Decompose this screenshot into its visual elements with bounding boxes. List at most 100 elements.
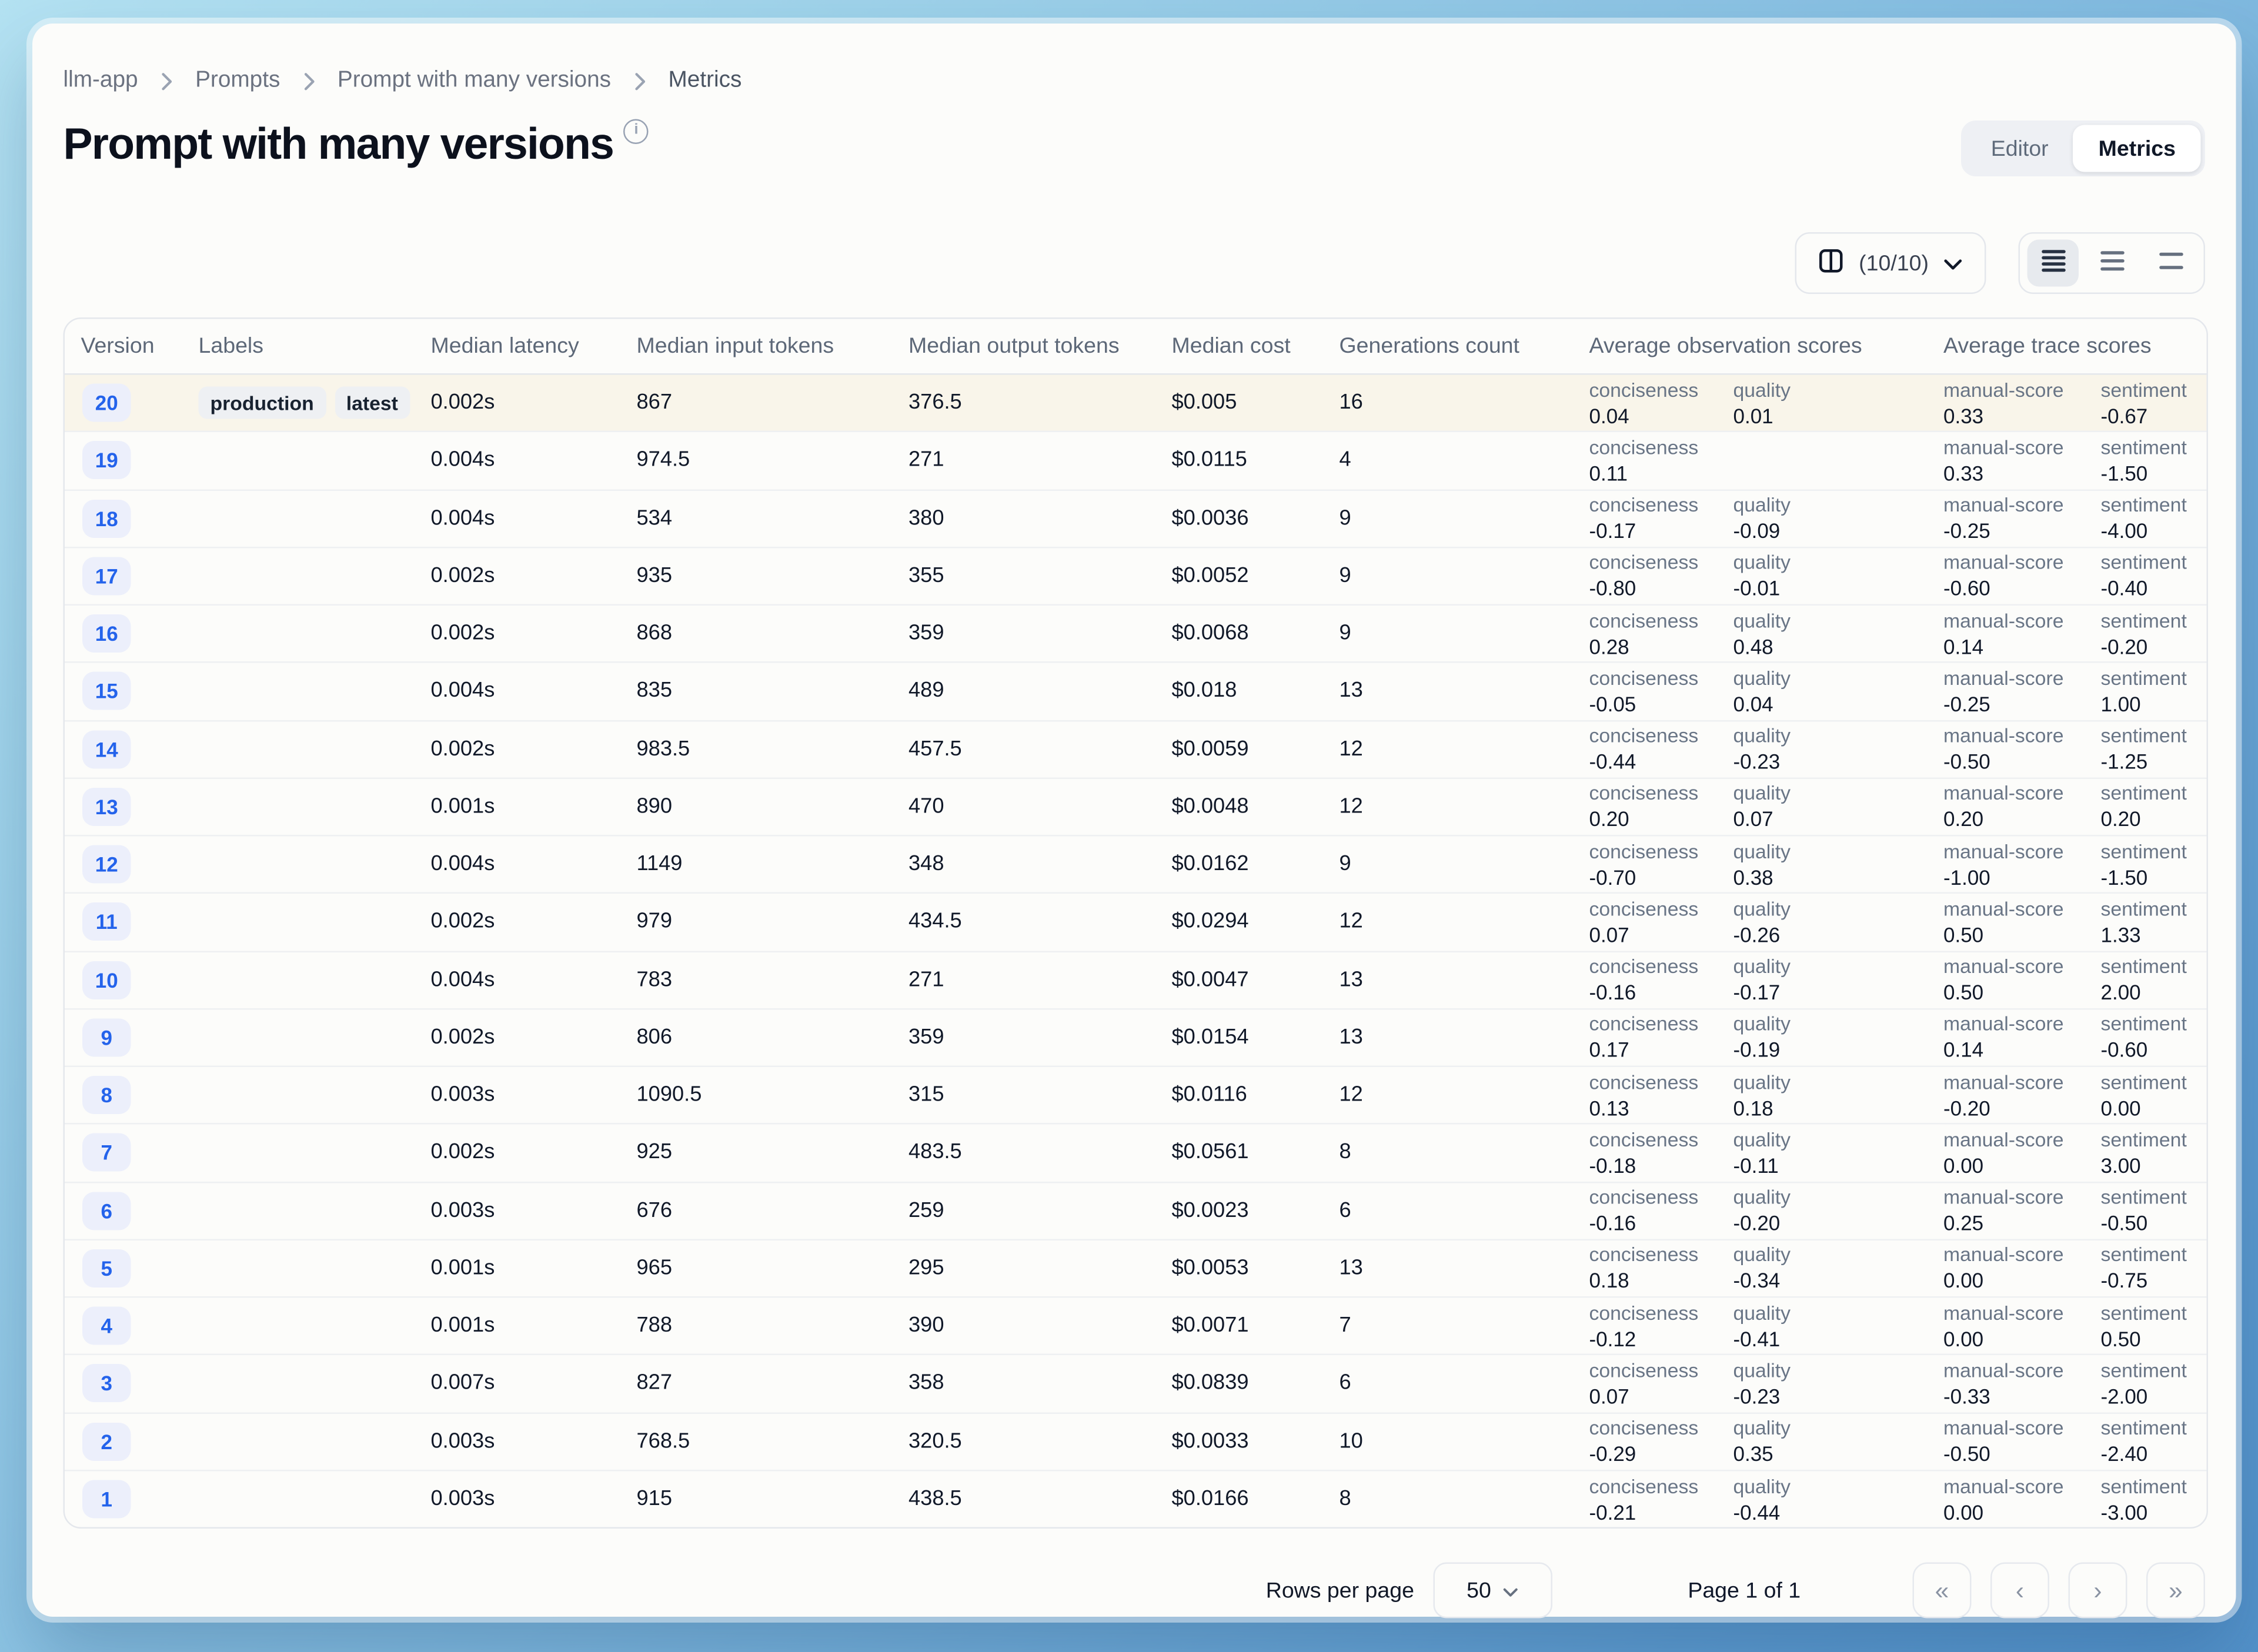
row-height-small-button[interactable] [2027, 239, 2079, 287]
table-row[interactable]: 6 0.003s 676 259 $0.0023 6 conciseness -0.16 qua… [65, 1182, 2207, 1240]
info-icon[interactable]: i [623, 119, 649, 144]
cell-median-output-tokens: 489 [908, 679, 944, 703]
table-row[interactable]: 5 0.001s 965 295 $0.0053 13 conciseness 0.18 qua… [65, 1240, 2207, 1298]
cell-version: 17 [65, 557, 182, 596]
table-row[interactable]: 18 0.004s 534 380 $0.0036 9 conciseness -0.17 qu… [65, 490, 2207, 548]
row-height-medium-button[interactable] [2086, 240, 2138, 287]
table-row[interactable]: 15 0.004s 835 489 $0.018 13 conciseness -0.05 qu… [65, 663, 2207, 721]
breadcrumb-item-prompts[interactable]: Prompts [195, 68, 280, 93]
version-badge[interactable]: 8 [82, 1076, 131, 1115]
score-name: manual-score [1943, 1302, 2064, 1324]
score-value: -0.01 [1733, 576, 1781, 600]
score-name: quality [1733, 724, 1791, 747]
version-badge[interactable]: 10 [82, 961, 131, 999]
cell-median-cost: $0.0053 [1171, 1256, 1249, 1280]
last-page-button[interactable]: » [2146, 1562, 2205, 1618]
cell-version: 10 [65, 961, 182, 999]
version-badge[interactable]: 20 [82, 383, 131, 422]
version-badge[interactable]: 6 [82, 1191, 131, 1230]
table-row[interactable]: 11 0.002s 979 434.5 $0.0294 12 conciseness 0.07… [65, 894, 2207, 952]
score-name: sentiment [2100, 609, 2187, 632]
table-row[interactable]: 9 0.002s 806 359 $0.0154 13 conciseness 0.17 qua… [65, 1009, 2207, 1067]
version-badge[interactable]: 3 [82, 1364, 131, 1403]
score-name: conciseness [1589, 1013, 1699, 1035]
cell-median-latency: 0.002s [430, 737, 495, 761]
prev-page-button[interactable]: ‹ [1990, 1562, 2049, 1618]
score-name: quality [1733, 1071, 1791, 1093]
cell-median-latency: 0.001s [430, 1256, 495, 1280]
table-row[interactable]: 16 0.002s 868 359 $0.0068 9 conciseness 0.28 qua… [65, 606, 2207, 664]
score-name: quality [1733, 1359, 1791, 1382]
score-value: 0.13 [1589, 1096, 1629, 1120]
tab-editor[interactable]: Editor [1966, 125, 2073, 172]
breadcrumb-item-prompt-name[interactable]: Prompt with many versions [337, 68, 612, 93]
score-value: -0.12 [1589, 1326, 1636, 1350]
rows-per-page-select[interactable]: 50 [1433, 1562, 1552, 1618]
version-badge[interactable]: 12 [82, 845, 131, 884]
score-name: quality [1733, 1302, 1791, 1324]
cell-median-cost: $0.0047 [1171, 968, 1249, 992]
score-name: quality [1733, 1013, 1791, 1035]
table-row[interactable]: 7 0.002s 925 483.5 $0.0561 8 conciseness -0.18 q… [65, 1125, 2207, 1183]
table-row[interactable]: 8 0.003s 1090.5 315 $0.0116 12 conciseness 0.13… [65, 1067, 2207, 1125]
score-cell-sentiment: sentiment 3.00 [2085, 1125, 2207, 1181]
score-name: quality [1733, 1475, 1791, 1498]
table-row[interactable]: 13 0.001s 890 470 $0.0048 12 conciseness 0.20 qu… [65, 778, 2207, 837]
table-row[interactable]: 12 0.004s 1149 348 $0.0162 9 conciseness -0.70 q… [65, 837, 2207, 894]
table-row[interactable]: 14 0.002s 983.5 457.5 $0.0059 12 conciseness -0… [65, 721, 2207, 779]
column-header-median-cost: Median cost [1171, 333, 1291, 359]
cell-median-cost: $0.0071 [1171, 1314, 1249, 1338]
score-value: -0.80 [1589, 576, 1636, 600]
cell-median-latency: 0.004s [430, 968, 495, 992]
cell-median-cost: $0.0059 [1171, 737, 1249, 761]
breadcrumb-item-project[interactable]: llm-app [63, 68, 138, 93]
score-cell-manual-score: manual-score 0.50 [1928, 894, 2085, 951]
column-visibility-button[interactable]: (10/10) [1795, 232, 1986, 294]
tab-metrics[interactable]: Metrics [2073, 125, 2201, 172]
table-row[interactable]: 10 0.004s 783 271 $0.0047 13 conciseness -0.16 q… [65, 952, 2207, 1009]
table-row[interactable]: 3 0.007s 827 358 $0.0839 6 conciseness 0.07 qual… [65, 1356, 2207, 1413]
version-badge[interactable]: 7 [82, 1133, 131, 1172]
score-name: conciseness [1589, 436, 1699, 459]
version-badge[interactable]: 15 [82, 672, 131, 711]
table-row[interactable]: 17 0.002s 935 355 $0.0052 9 conciseness -0.80 qu… [65, 548, 2207, 606]
version-badge[interactable]: 1 [82, 1480, 131, 1519]
score-cell-manual-score: manual-score 0.25 [1928, 1182, 2085, 1239]
score-name: quality [1733, 898, 1791, 920]
next-page-button[interactable]: › [2068, 1562, 2127, 1618]
breadcrumb-item-metrics[interactable]: Metrics [668, 68, 742, 93]
score-cell-quality: quality -0.11 [1717, 1125, 1928, 1181]
table-row[interactable]: 19 0.004s 974.5 271 $0.0115 4 conciseness 0.11 m… [65, 433, 2207, 490]
score-cell-quality: quality 0.01 [1717, 375, 1928, 432]
cell-generations-count: 6 [1339, 1199, 1351, 1223]
cell-generations-count: 12 [1339, 737, 1363, 761]
version-badge[interactable]: 14 [82, 730, 131, 768]
score-value: -0.50 [1943, 750, 1990, 774]
version-badge[interactable]: 2 [82, 1422, 131, 1461]
version-badge[interactable]: 4 [82, 1306, 131, 1345]
score-value: -0.20 [1943, 1096, 1990, 1120]
score-cell-quality: quality -0.44 [1717, 1471, 1928, 1527]
version-badge[interactable]: 9 [82, 1018, 131, 1057]
score-name: conciseness [1589, 1302, 1699, 1324]
version-badge[interactable]: 17 [82, 557, 131, 596]
score-cell-sentiment: sentiment 0.00 [2085, 1067, 2207, 1123]
score-cell-quality: quality -0.41 [1717, 1298, 1928, 1355]
score-cell-conciseness: conciseness -0.80 [1573, 548, 1717, 604]
table-row[interactable]: 2 0.003s 768.5 320.5 $0.0033 10 conciseness -0.… [65, 1413, 2207, 1471]
version-badge[interactable]: 19 [82, 441, 131, 480]
version-badge[interactable]: 5 [82, 1249, 131, 1288]
version-badge[interactable]: 18 [82, 499, 131, 538]
version-badge[interactable]: 16 [82, 614, 131, 653]
table-row[interactable]: 4 0.001s 788 390 $0.0071 7 conciseness -0.12 qua… [65, 1298, 2207, 1356]
cell-median-latency: 0.004s [430, 449, 495, 473]
row-height-large-button[interactable] [2145, 240, 2197, 287]
first-page-button[interactable]: « [1912, 1562, 1972, 1618]
score-cell-conciseness: conciseness -0.12 [1573, 1298, 1717, 1355]
version-badge[interactable]: 11 [82, 902, 131, 941]
table-row[interactable]: 20 production latest 0.002s 867 376.5 $0.005 16… [65, 374, 2207, 433]
table-row[interactable]: 1 0.003s 915 438.5 $0.0166 8 conciseness -0.21 q… [65, 1471, 2207, 1527]
cell-median-cost: $0.0162 [1171, 852, 1249, 877]
version-badge[interactable]: 13 [82, 787, 131, 826]
